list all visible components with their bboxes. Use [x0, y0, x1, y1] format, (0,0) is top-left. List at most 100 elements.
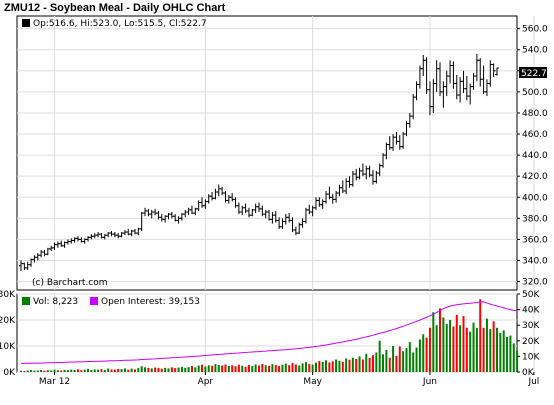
volume-bar	[197, 365, 200, 372]
price-legend-text: Op:516.6, Hi:523.0, Lo:515.5, Cl:522.7	[33, 19, 207, 29]
volume-bar	[261, 363, 264, 372]
volume-bar	[516, 350, 519, 372]
volume-bar	[30, 370, 33, 372]
volume-bar	[177, 367, 180, 372]
volume-left-tick-label: 0K	[3, 368, 16, 378]
volume-bar	[422, 334, 425, 372]
volume-bar	[361, 359, 364, 372]
x-tick-label: Mar 12	[39, 377, 70, 387]
volume-bar	[465, 327, 468, 372]
volume-bar	[392, 346, 395, 372]
price-bars	[19, 53, 499, 272]
volume-bar	[281, 364, 284, 372]
x-tick-label: Apr	[198, 377, 214, 387]
volume-bar	[234, 366, 237, 372]
volume-bar	[415, 347, 418, 372]
price-y-tick-label: 420.0	[522, 172, 548, 182]
volume-bar	[331, 361, 334, 372]
volume-bar	[73, 369, 76, 372]
volume-bar	[194, 367, 197, 372]
volume-bar	[512, 343, 515, 372]
volume-bar	[133, 369, 136, 372]
volume-bar	[23, 370, 26, 372]
volume-bar	[56, 370, 59, 372]
price-y-tick-label: 480.0	[522, 109, 548, 119]
open-interest-line	[21, 301, 518, 364]
volume-bar	[137, 368, 140, 372]
volume-bar	[20, 370, 22, 372]
volume-bar	[33, 370, 36, 372]
volume-bar	[375, 352, 378, 372]
volume-bar	[107, 368, 110, 372]
volume-bar	[90, 369, 93, 372]
volume-bar	[83, 369, 86, 372]
price-legend-swatch	[22, 19, 30, 27]
volume-bar	[348, 359, 351, 372]
copyright-annotation: (c) Barchart.com	[32, 278, 108, 288]
volume-bar	[207, 365, 210, 372]
volume-bar	[311, 364, 314, 372]
volume-bar	[157, 368, 160, 372]
volume-bar	[190, 366, 193, 372]
volume-panel-frame	[16, 293, 518, 373]
volume-bar	[251, 366, 254, 372]
volume-bar	[291, 362, 294, 372]
volume-bar	[103, 369, 106, 372]
volume-bar	[264, 365, 267, 372]
oi-right-tick-label: 0K	[522, 368, 535, 378]
volume-bar	[93, 369, 96, 372]
volume-bar	[60, 370, 63, 372]
oi-legend-text: Open Interest: 39,153	[101, 297, 200, 307]
volume-left-tick-label: 10K	[0, 342, 16, 352]
volume-bar	[439, 308, 442, 372]
volume-bar	[117, 368, 120, 372]
x-tick-label: May	[303, 377, 322, 387]
volume-bar	[201, 364, 204, 372]
ohlc-bar	[495, 67, 499, 76]
price-y-tick-label: 340.0	[522, 256, 548, 266]
price-y-tick-label: 380.0	[522, 214, 548, 224]
volume-bar	[278, 366, 281, 372]
price-y-axis: 320.0 340.0 360.0 380.0 400.0 420.0 440.0 460.0…	[517, 25, 548, 288]
volume-bar	[382, 354, 385, 372]
volume-bar	[288, 365, 291, 372]
volume-bar	[36, 370, 39, 372]
volume-bar	[371, 355, 374, 372]
price-y-tick-label: 460.0	[522, 130, 548, 140]
open-interest-right-axis: 0K 10K 20K 30K 40K 50K	[517, 290, 540, 378]
page-title: ZMU12 - Soybean Meal - Daily OHLC Chart	[4, 2, 226, 14]
volume-bar	[402, 351, 405, 372]
volume-bar	[53, 369, 56, 372]
volume-bar	[154, 367, 157, 372]
volume-bar	[241, 365, 244, 372]
volume-bar	[40, 369, 43, 372]
x-tick-label: Jun	[422, 377, 437, 387]
price-y-tick-label: 360.0	[522, 235, 548, 245]
volume-bar	[499, 333, 502, 372]
volume-bar	[462, 316, 465, 372]
volume-bar	[301, 363, 304, 372]
oi-right-tick-label: 10K	[522, 352, 540, 362]
volume-bar	[449, 320, 452, 372]
oi-right-tick-label: 20K	[522, 337, 540, 347]
price-y-tick-label: 320.0	[522, 278, 548, 288]
volume-bar	[492, 321, 495, 372]
volume-bar	[325, 360, 328, 372]
volume-bar	[485, 318, 488, 372]
volume-bar	[469, 331, 472, 372]
volume-bar	[167, 368, 170, 372]
volume-bar	[127, 369, 130, 372]
price-panel-frame	[16, 15, 518, 291]
volume-bar	[184, 367, 187, 372]
volume-legend-text: Vol: 8,223	[33, 297, 78, 307]
volume-bar	[432, 312, 435, 372]
volume-legend-swatch	[22, 297, 30, 305]
volume-bar	[170, 367, 173, 372]
volume-bar	[214, 364, 217, 372]
volume-bar	[496, 327, 498, 372]
volume-bar	[294, 364, 297, 372]
volume-bar	[385, 349, 388, 372]
volume-bar	[50, 370, 53, 372]
volume-bar	[123, 368, 126, 372]
